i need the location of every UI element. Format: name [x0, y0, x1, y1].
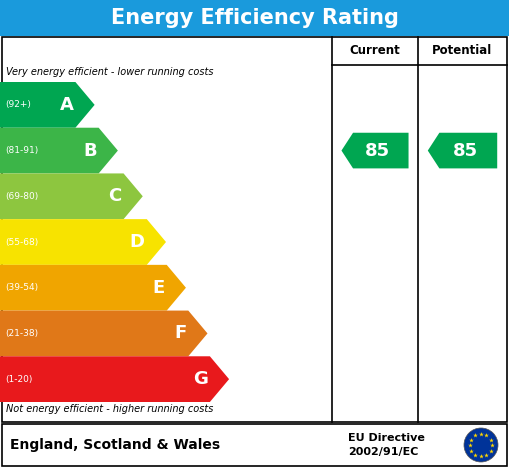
Text: Potential: Potential — [432, 44, 493, 57]
Text: (69-80): (69-80) — [5, 192, 38, 201]
Text: A: A — [60, 96, 73, 114]
Text: Not energy efficient - higher running costs: Not energy efficient - higher running co… — [6, 404, 213, 414]
Polygon shape — [0, 265, 186, 311]
Text: Very energy efficient - lower running costs: Very energy efficient - lower running co… — [6, 67, 213, 77]
Text: D: D — [130, 233, 145, 251]
Text: (92+): (92+) — [5, 100, 31, 109]
Text: (1-20): (1-20) — [5, 375, 33, 384]
Polygon shape — [0, 356, 229, 402]
Polygon shape — [428, 133, 497, 169]
Text: E: E — [153, 279, 165, 297]
Text: (21-38): (21-38) — [5, 329, 38, 338]
Text: G: G — [193, 370, 208, 388]
Text: 85: 85 — [453, 142, 478, 160]
Text: England, Scotland & Wales: England, Scotland & Wales — [10, 438, 220, 452]
Text: B: B — [83, 142, 97, 160]
Text: 85: 85 — [365, 142, 390, 160]
Polygon shape — [0, 127, 118, 173]
Polygon shape — [342, 133, 409, 169]
Bar — [2, 424, 507, 466]
Text: Energy Efficiency Rating: Energy Efficiency Rating — [110, 8, 399, 28]
Polygon shape — [0, 173, 143, 219]
Circle shape — [464, 428, 498, 462]
Text: Current: Current — [350, 44, 401, 57]
Text: (81-91): (81-91) — [5, 146, 38, 155]
Text: F: F — [174, 325, 186, 342]
Text: (55-68): (55-68) — [5, 238, 38, 247]
Bar — [2, 37, 507, 422]
Text: (39-54): (39-54) — [5, 283, 38, 292]
Text: EU Directive
2002/91/EC: EU Directive 2002/91/EC — [348, 433, 425, 457]
Text: C: C — [108, 187, 122, 205]
Bar — [0, 0, 509, 36]
Polygon shape — [0, 311, 208, 356]
Polygon shape — [0, 82, 95, 127]
Polygon shape — [0, 219, 166, 265]
